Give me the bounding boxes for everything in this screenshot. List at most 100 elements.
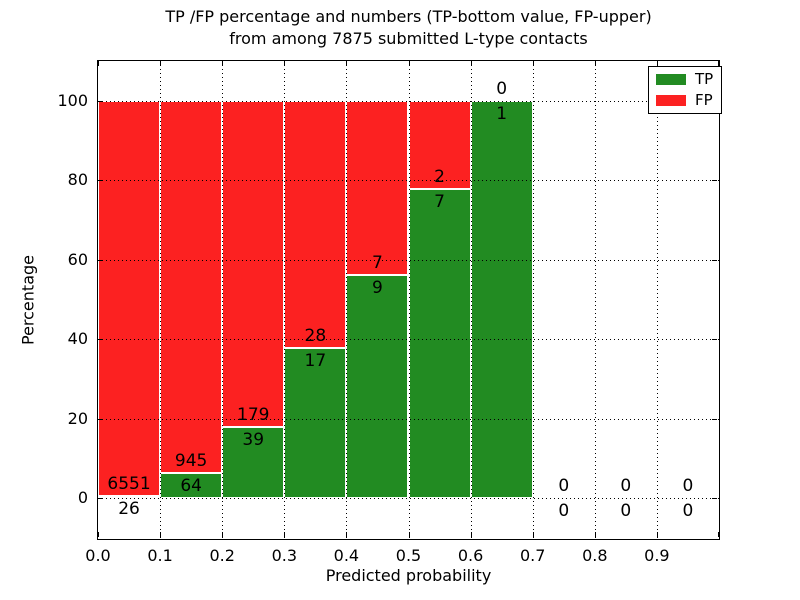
- gridline-vertical: [532, 61, 534, 539]
- x-tick-mark: [594, 532, 596, 537]
- legend-swatch-tp: [656, 74, 686, 85]
- y-tick-mark: [98, 180, 103, 182]
- gridline-vertical: [656, 61, 658, 539]
- fp-count-label: 0: [496, 79, 508, 99]
- x-tick-label: 0.8: [582, 546, 608, 565]
- x-tick-mark-top: [532, 61, 534, 66]
- legend-row-fp: FP: [656, 93, 713, 108]
- tp-count-label: 7: [434, 192, 445, 213]
- tp-count-label: 64: [180, 475, 202, 496]
- bar-fp-segment: [222, 101, 285, 427]
- fp-count-label: 945: [174, 450, 208, 471]
- x-tick-label: 0.3: [271, 546, 298, 565]
- gridline-vertical: [222, 61, 224, 539]
- tp-count-label: 39: [242, 429, 265, 450]
- x-tick-mark: [98, 532, 99, 537]
- chart-title: TP /FP percentage and numbers (TP-bottom…: [97, 6, 720, 50]
- x-tick-mark-top: [160, 61, 162, 66]
- y-tick-mark-right: [712, 339, 717, 341]
- fp-count-label: 2: [434, 167, 445, 188]
- x-tick-mark-top: [470, 61, 472, 66]
- plot-area: 6551 26 945 64 179 39 28 17 7 9 2 7 0 1 0 0 0 0 0 0 TP FP: [97, 60, 723, 540]
- y-tick-label: 100: [57, 91, 88, 110]
- gridline-vertical: [408, 61, 410, 539]
- fp-count-label: 0: [682, 476, 694, 496]
- y-tick-mark: [98, 339, 103, 341]
- bar-tp-segment: [98, 496, 161, 499]
- x-tick-mark-top: [656, 61, 658, 66]
- x-tick-mark-top: [98, 61, 99, 66]
- x-axis-label: Predicted probability: [325, 566, 492, 585]
- y-axis-label: Percentage: [18, 254, 38, 346]
- x-tick-mark-top: [594, 61, 596, 66]
- x-tick-mark: [346, 532, 348, 537]
- fp-count-label: 6551: [107, 474, 151, 495]
- y-tick-mark: [98, 259, 103, 261]
- x-tick-mark-top: [284, 61, 286, 66]
- x-tick-label: 0.1: [147, 546, 173, 565]
- fp-count-label: 7: [372, 252, 383, 273]
- bar-tp-segment: [470, 101, 533, 498]
- x-tick-mark: [160, 532, 162, 537]
- tp-count-label: 0: [558, 501, 570, 521]
- x-tick-label: 0.7: [519, 546, 546, 565]
- bar-fp-segment: [346, 101, 409, 275]
- x-tick-mark-top: [346, 61, 348, 66]
- gridline-vertical: [284, 61, 286, 539]
- fp-count-label: 0: [558, 476, 570, 496]
- x-tick-mark: [532, 532, 534, 537]
- x-tick-label: 0.2: [209, 546, 235, 565]
- x-tick-mark-top: [718, 61, 719, 66]
- tp-count-label: 17: [304, 351, 327, 372]
- legend-label-fp: FP: [695, 91, 713, 109]
- gridline-vertical: [470, 61, 472, 539]
- y-tick-label: 80: [67, 170, 88, 190]
- y-tick-mark: [98, 101, 103, 102]
- bar-tp-segment: [408, 189, 471, 498]
- y-tick-label: 0: [77, 488, 88, 507]
- bar-fp-segment: [98, 101, 161, 497]
- x-tick-mark: [222, 532, 224, 537]
- chart-title-line2: from among 7875 submitted L-type contact…: [229, 29, 588, 48]
- gridline-vertical: [594, 61, 596, 539]
- x-tick-label: 0.6: [457, 546, 484, 565]
- x-tick-mark-top: [222, 61, 224, 66]
- chart-title-line1: TP /FP percentage and numbers (TP-bottom…: [165, 7, 652, 26]
- x-tick-mark: [718, 532, 719, 537]
- legend-label-tp: TP: [695, 70, 714, 88]
- tp-count-label: 0: [682, 501, 694, 521]
- y-tick-label: 60: [67, 249, 88, 269]
- y-tick-label: 40: [67, 329, 88, 349]
- tp-count-label: 26: [118, 499, 140, 520]
- x-tick-mark: [470, 532, 472, 537]
- tp-count-label: 1: [496, 104, 508, 124]
- x-tick-mark-top: [408, 61, 410, 66]
- gridline-vertical: [346, 61, 348, 539]
- bar-tp-segment: [346, 274, 409, 498]
- x-tick-label: 0.0: [85, 546, 111, 565]
- fp-count-label: 28: [304, 326, 327, 347]
- y-tick-mark-right: [712, 418, 717, 420]
- bar-tp-segment: [222, 426, 285, 498]
- y-tick-mark: [98, 498, 103, 499]
- y-tick-mark-right: [712, 259, 717, 261]
- x-tick-label: 0.5: [395, 546, 422, 565]
- x-tick-label: 0.4: [333, 546, 360, 565]
- bar-tp-segment: [160, 472, 223, 498]
- y-tick-mark-right: [712, 180, 717, 182]
- legend-row-tp: TP: [656, 72, 713, 87]
- legend: TP FP: [648, 66, 723, 114]
- y-tick-mark-right: [712, 498, 717, 499]
- x-tick-label: 0.9: [644, 546, 670, 565]
- x-tick-mark: [284, 532, 286, 537]
- legend-swatch-fp: [656, 95, 686, 106]
- y-tick-label: 20: [67, 408, 88, 428]
- x-tick-mark: [656, 532, 658, 537]
- fp-count-label: 179: [237, 404, 270, 425]
- x-tick-mark: [408, 532, 410, 537]
- gridline-vertical: [160, 61, 162, 539]
- bar-fp-segment: [284, 101, 347, 349]
- bar-tp-segment: [284, 348, 347, 498]
- tp-count-label: 0: [620, 501, 632, 521]
- tp-count-label: 9: [372, 277, 383, 298]
